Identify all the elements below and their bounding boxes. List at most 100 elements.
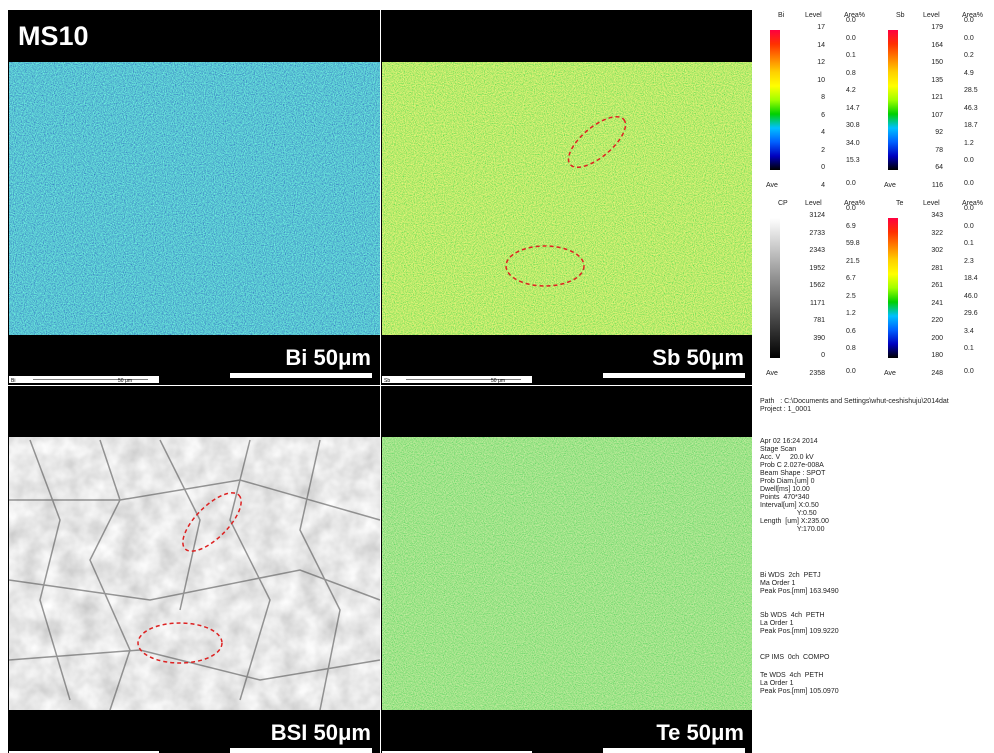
info-line: Te WDS 4ch PETH xyxy=(760,672,823,680)
legend-level: 343 xyxy=(918,212,943,219)
legend-area: 30.8 xyxy=(846,122,860,129)
legend-area: 2.5 xyxy=(846,293,856,300)
scale-bar xyxy=(230,373,372,378)
legend-area: 0.6 xyxy=(846,328,856,335)
legend-area: 4.2 xyxy=(846,87,856,94)
info-line: CP IMS 0ch COMPO xyxy=(760,654,830,662)
legend-area: 0.8 xyxy=(846,345,856,352)
legend-area: 0.0 xyxy=(964,157,974,164)
legend-level: 64 xyxy=(918,164,943,171)
legend-level: 14 xyxy=(800,42,825,49)
info-line: Peak Pos.[mm] 105.0970 xyxy=(760,688,839,696)
legend-level: 302 xyxy=(918,247,943,254)
info-line: Length [um] X:235.00 xyxy=(760,518,829,526)
bi-map xyxy=(9,62,380,335)
legend-element: Sb xyxy=(896,12,905,19)
info-line: Peak Pos.[mm] 109.9220 xyxy=(760,628,839,636)
legend-level: 2733 xyxy=(800,230,825,237)
scale-bar xyxy=(230,748,372,753)
legend-level: 200 xyxy=(918,335,943,342)
legend-area: 0.0 xyxy=(846,35,856,42)
legend-ave-area: 0.0 xyxy=(846,180,856,187)
legend-level: 164 xyxy=(918,42,943,49)
info-line: Project : 1_0001 xyxy=(760,406,811,414)
te-map xyxy=(382,437,752,710)
legend-header: Level xyxy=(923,12,940,19)
info-line: Path : C:\Documents and Settings\whut-ce… xyxy=(760,398,949,406)
legend-area: 46.0 xyxy=(964,293,978,300)
legend-area: 0.1 xyxy=(964,240,974,247)
info-line: Apr 02 16:24 2014 xyxy=(760,438,818,446)
legend-ave: Ave xyxy=(766,370,778,377)
legend-area: 21.5 xyxy=(846,258,860,265)
legend-level: 781 xyxy=(800,317,825,324)
info-line: La Order 1 xyxy=(760,680,793,688)
legend-area: 2.3 xyxy=(964,258,974,265)
legend-area: 0.1 xyxy=(964,345,974,352)
legend-level: 135 xyxy=(918,77,943,84)
strip-scale: 50 μm xyxy=(491,378,505,384)
legend-level: 78 xyxy=(918,147,943,154)
legend-area: 14.7 xyxy=(846,105,860,112)
legend-element: Bi xyxy=(778,12,784,19)
legend-area: 0.1 xyxy=(846,52,856,59)
info-line: Beam Shape : SPOT xyxy=(760,470,825,478)
info-line: Prob Diam.[um] 0 xyxy=(760,478,814,486)
info-line: Prob C 2.027e-008A xyxy=(760,462,824,470)
info-line: Sb WDS 4ch PETH xyxy=(760,612,825,620)
legend-ave-area: 0.0 xyxy=(964,368,974,375)
info-line: Y:0.50 xyxy=(760,510,817,518)
legend-level: 4 xyxy=(800,129,825,136)
legend-level: 220 xyxy=(918,317,943,324)
legend-area: 15.3 xyxy=(846,157,860,164)
legend-ave: Ave xyxy=(884,182,896,189)
info-line: Ma Order 1 xyxy=(760,580,795,588)
legend-area: 0.0 xyxy=(964,35,974,42)
legend-element: Te xyxy=(896,200,903,207)
legend-level: 1562 xyxy=(800,282,825,289)
legend-header: Level xyxy=(923,200,940,207)
legend-area: 0.8 xyxy=(846,70,856,77)
info-line: Acc. V 20.0 kV xyxy=(760,454,814,462)
legend-element: CP xyxy=(778,200,788,207)
legend-level: 6 xyxy=(800,112,825,119)
legend-area: 1.2 xyxy=(964,140,974,147)
info-line: Peak Pos.[mm] 163.9490 xyxy=(760,588,839,596)
legend-level: 2343 xyxy=(800,247,825,254)
strip-label: Bi xyxy=(11,378,15,384)
info-line: Dwell[ms] 10.00 xyxy=(760,486,810,494)
legend-level: 92 xyxy=(918,129,943,136)
legend-level: 8 xyxy=(800,94,825,101)
legend-area: 0.0 xyxy=(846,205,856,212)
legend-ave-level: 4 xyxy=(800,182,825,189)
legend-area: 6.9 xyxy=(846,223,856,230)
legend-level: 0 xyxy=(800,164,825,171)
panel-label: BSI 50μm xyxy=(271,720,371,745)
legend-ave-level: 2358 xyxy=(800,370,825,377)
legend-level: 281 xyxy=(918,265,943,272)
legend-area: 6.7 xyxy=(846,275,856,282)
legend-area: 3.4 xyxy=(964,328,974,335)
color-bar xyxy=(888,30,898,170)
legend-level: 322 xyxy=(918,230,943,237)
legend-level: 261 xyxy=(918,282,943,289)
panel-label: Bi 50μm xyxy=(285,345,371,370)
strip-label: Sb xyxy=(384,378,390,384)
legend-area: 46.3 xyxy=(964,105,978,112)
sb-map xyxy=(382,62,752,335)
legend-header: Level xyxy=(805,200,822,207)
legend-area: 0.0 xyxy=(964,223,974,230)
legend-area: 4.9 xyxy=(964,70,974,77)
legend-area: 1.2 xyxy=(846,310,856,317)
panel-label: Sb 50μm xyxy=(652,345,744,370)
legend-area: 18.7 xyxy=(964,122,978,129)
color-bar xyxy=(770,218,780,358)
legend-level: 150 xyxy=(918,59,943,66)
legend-area: 28.5 xyxy=(964,87,978,94)
legend-ave-level: 248 xyxy=(918,370,943,377)
panel-label: Te 50μm xyxy=(656,720,744,745)
legend-area: 0.0 xyxy=(846,17,856,24)
legend-level: 179 xyxy=(918,24,943,31)
strip-scale: 50 μm xyxy=(118,378,132,384)
